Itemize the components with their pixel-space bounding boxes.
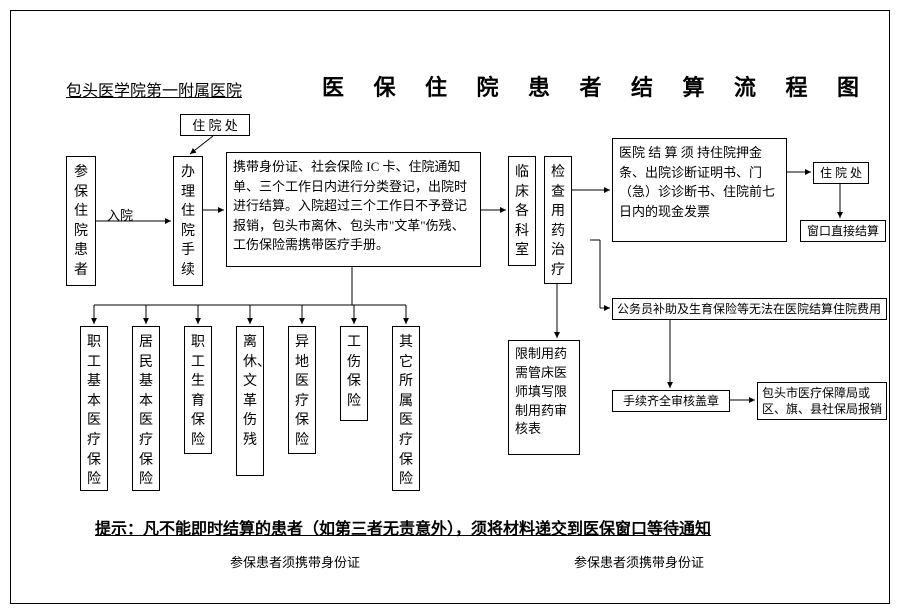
window-settle-box: 窗口直接结算 (800, 220, 886, 242)
medcheck-text: 检查用药治疗 (551, 163, 565, 281)
ins-type-7: 其它所属医疗保险 (392, 326, 420, 491)
social-bureau-box: 包头市医疗保障局或区、旗、县社保局报销 (757, 382, 887, 420)
ins-type-5-text: 异地医疗保险 (295, 333, 309, 451)
drug-limit-box: 限制用药需管床医师填写限制用药审核表 (508, 340, 580, 455)
ins-type-6-text: 工伤保险 (347, 333, 361, 411)
bold-hint: 提示：凡不能即时结算的患者（如第三者无责意外），须将材料递交到医保窗口等待通知 (95, 515, 711, 539)
procedures-box: 办理住院手续 (173, 156, 203, 286)
diagram-title: 医 保 住 院 患 者 结 算 流 程 图 (322, 70, 871, 102)
edge-admission-label: 入院 (107, 205, 133, 224)
clinic-dept-box: 临床各科室 (508, 156, 536, 266)
ins-type-3-text: 职工生育保险 (191, 333, 205, 451)
medcheck-box: 检查用药治疗 (544, 156, 572, 284)
ins-type-6: 工伤保险 (340, 326, 368, 421)
insured-patient-box: 参保住院患者 (66, 156, 96, 286)
cannot-settle-box: 公务员补助及生育保险等无法在医院结算住院费用 (612, 298, 887, 320)
review-box: 手续齐全审核盖章 (612, 390, 730, 412)
hospital-name: 包头医学院第一附属医院 (66, 77, 242, 101)
ins-type-7-text: 其它所属医疗保险 (399, 333, 413, 490)
ward-office-box: 住 院 处 (813, 162, 869, 184)
ins-type-1-text: 职工基本医疗保险 (87, 333, 101, 490)
footer-right: 参保患者须携带身份证 (570, 552, 720, 574)
insured-patient-text: 参保住院患者 (74, 163, 88, 281)
ins-type-2: 居民基本医疗保险 (132, 326, 160, 491)
ins-type-4-text: 离休、文革伤残 (243, 333, 257, 451)
footer-left: 参保患者须携带身份证 (226, 552, 376, 574)
clinic-dept-text: 临床各科室 (515, 163, 529, 261)
ins-type-5: 异地医疗保险 (288, 326, 316, 454)
admission-ward-top: 住 院 处 (180, 114, 250, 136)
settlement-req-box: 医院 结 算 须 持住院押金条、出院诊断证明书、门（急）诊诊断书、住院前七日内的… (612, 138, 787, 242)
procedures-text: 办理住院手续 (181, 163, 195, 281)
ins-type-1: 职工基本医疗保险 (80, 326, 108, 491)
doc-requirements-box: 携带身份证、社会保险 IC 卡、住院通知单、三个工作日内进行分类登记，出院时进行… (226, 152, 481, 267)
ins-type-2-text: 居民基本医疗保险 (139, 333, 153, 490)
ins-type-4: 离休、文革伤残 (236, 326, 264, 476)
ins-type-3: 职工生育保险 (184, 326, 212, 454)
